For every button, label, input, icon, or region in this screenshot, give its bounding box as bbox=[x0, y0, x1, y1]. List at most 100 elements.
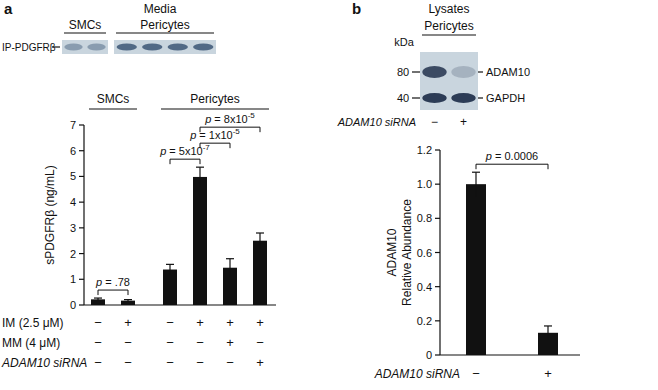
condition-mark: − bbox=[166, 315, 174, 330]
blot-group-line bbox=[64, 32, 106, 33]
condition-mark: − bbox=[94, 355, 102, 370]
y-tick-label: 0.4 bbox=[417, 281, 432, 293]
blot-band-dash bbox=[478, 97, 483, 98]
group-line bbox=[161, 108, 269, 109]
significance-bracket bbox=[476, 164, 548, 169]
error-bar bbox=[124, 300, 132, 302]
group-label: SMCs bbox=[97, 92, 130, 106]
error-bar-line bbox=[475, 172, 476, 196]
p-value-exponent: -5 bbox=[248, 111, 256, 120]
blot-unit-label: kDa bbox=[394, 36, 414, 48]
error-bar-cap bbox=[472, 172, 480, 173]
plot-marks bbox=[91, 167, 267, 305]
blot-band bbox=[422, 66, 446, 78]
condition-mark: + bbox=[256, 315, 264, 330]
y-tick bbox=[79, 176, 84, 177]
blot-group-label: SMCs bbox=[69, 18, 102, 32]
p-value: p = 5x10-7 bbox=[159, 143, 210, 157]
blot-title: Media bbox=[144, 2, 177, 16]
y-tick bbox=[79, 304, 84, 305]
blot-band bbox=[142, 44, 162, 51]
y-tick-label: 4 bbox=[70, 196, 76, 208]
y-tick-label: 0 bbox=[70, 299, 76, 311]
error-bar-cap bbox=[544, 325, 552, 326]
panel-label: b bbox=[352, 0, 361, 17]
p-value: p = .78 bbox=[95, 276, 130, 288]
plot-marks bbox=[466, 172, 558, 355]
y-axis-line bbox=[83, 125, 84, 305]
condition-mark: − bbox=[166, 335, 174, 350]
y-tick bbox=[435, 149, 440, 150]
y-tick-label: 0 bbox=[426, 349, 432, 361]
condition-label: MM (4 μM) bbox=[2, 336, 60, 350]
y-tick bbox=[435, 286, 440, 287]
error-bar bbox=[226, 259, 234, 277]
blot-band bbox=[87, 44, 105, 51]
condition-mark: − bbox=[256, 335, 264, 350]
condition-mark: − bbox=[124, 355, 132, 370]
blot-band bbox=[117, 44, 137, 51]
blot-strip bbox=[420, 52, 478, 110]
blot-marker-dash bbox=[412, 71, 420, 72]
y-tick-label: 5 bbox=[70, 170, 76, 182]
error-bar bbox=[544, 326, 552, 340]
blot-treatment-label: ADAM10 siRNA bbox=[337, 116, 416, 128]
blot-band-label: ADAM10 bbox=[486, 66, 530, 78]
y-tick-label: 1 bbox=[70, 273, 76, 285]
y-tick bbox=[435, 184, 440, 185]
condition-label: ADAM10 siRNA bbox=[374, 367, 460, 381]
blot-band bbox=[168, 44, 188, 51]
x-axis-line bbox=[440, 354, 580, 355]
blot-group-line bbox=[422, 34, 476, 35]
y-tick-label: 2 bbox=[70, 248, 76, 260]
bar bbox=[466, 184, 486, 355]
blot-group-label: Pericytes bbox=[140, 18, 189, 32]
blot-band bbox=[193, 44, 213, 51]
bar bbox=[163, 270, 177, 305]
error-bar-line bbox=[547, 326, 548, 340]
y-tick bbox=[435, 218, 440, 219]
y-tick-label: 6 bbox=[70, 145, 76, 157]
y-tick bbox=[435, 252, 440, 253]
error-bar-cap bbox=[166, 264, 174, 265]
blot-band-label: IP-PDGFRβ bbox=[2, 42, 56, 53]
condition-mark: − bbox=[94, 335, 102, 350]
blot-band bbox=[451, 93, 475, 103]
bar bbox=[253, 241, 267, 305]
blot-marker-label: 80 bbox=[397, 66, 409, 78]
error-bar-line bbox=[199, 167, 200, 187]
y-tick bbox=[435, 354, 440, 355]
y-tick-label: 0.8 bbox=[417, 212, 432, 224]
significance-bracket bbox=[98, 290, 128, 295]
error-bar-cap bbox=[256, 232, 264, 233]
y-tick-label: 3 bbox=[70, 222, 76, 234]
bar bbox=[193, 177, 207, 305]
significance-bracket bbox=[170, 159, 200, 164]
blot-title: Lysates bbox=[429, 2, 470, 16]
error-bar-line bbox=[229, 259, 230, 277]
blot-band bbox=[64, 44, 82, 51]
error-bar-line bbox=[169, 264, 170, 274]
blot-band-label: GAPDH bbox=[486, 92, 525, 104]
condition-mark: − bbox=[94, 315, 102, 330]
condition-mark: + bbox=[226, 315, 234, 330]
error-bar-cap bbox=[94, 297, 102, 298]
blot-group-line bbox=[116, 32, 214, 33]
error-bar bbox=[256, 233, 264, 248]
error-bar-cap bbox=[196, 167, 204, 168]
group-line bbox=[89, 108, 137, 109]
panel-label: a bbox=[4, 0, 13, 17]
y-tick bbox=[79, 279, 84, 280]
p-value: p = 0.0006 bbox=[485, 150, 538, 162]
y-axis-label: sPDGFRβ (ng/mL) bbox=[43, 165, 57, 265]
condition-mark: − bbox=[196, 355, 204, 370]
y-tick bbox=[435, 320, 440, 321]
group-label: Pericytes bbox=[190, 92, 239, 106]
p-value-exponent: -7 bbox=[203, 143, 211, 152]
error-bar bbox=[94, 298, 102, 301]
p-value-exponent: -5 bbox=[233, 127, 241, 136]
condition-mark: + bbox=[544, 366, 552, 381]
condition-label: IM (2.5 μM) bbox=[2, 316, 64, 330]
x-axis-line bbox=[84, 304, 276, 305]
blot-band bbox=[422, 93, 446, 103]
